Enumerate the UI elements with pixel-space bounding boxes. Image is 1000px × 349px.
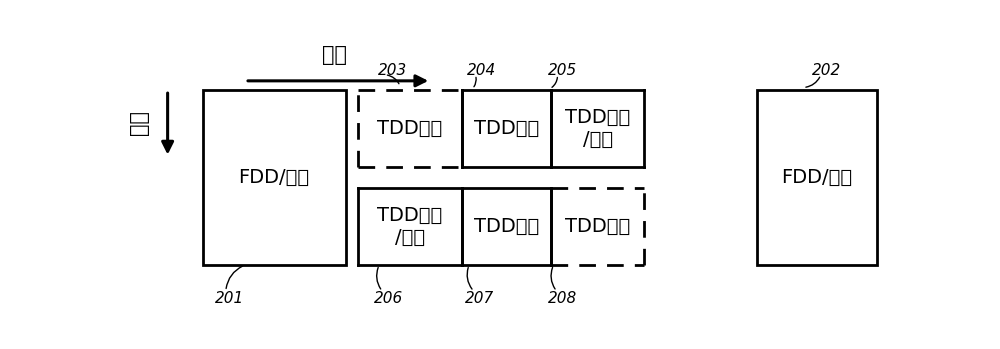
Text: TDD下行: TDD下行 (377, 119, 442, 138)
Bar (358, 90, 462, 167)
Text: FDD/上行: FDD/上行 (239, 168, 310, 187)
Text: 203: 203 (378, 62, 407, 77)
Text: TDD下行: TDD下行 (474, 119, 539, 138)
Text: TDD下行
/间歇: TDD下行 /间歇 (565, 108, 630, 149)
Text: 202: 202 (812, 62, 841, 77)
Text: TDD上行: TDD上行 (565, 217, 630, 236)
Text: 频率: 频率 (322, 45, 347, 65)
Text: TDD上行: TDD上行 (474, 217, 539, 236)
Text: 201: 201 (215, 291, 244, 306)
Text: FDD/下行: FDD/下行 (781, 168, 852, 187)
Text: 207: 207 (465, 291, 495, 306)
Bar (551, 90, 644, 167)
Bar (462, 188, 551, 265)
Bar (202, 90, 346, 265)
Text: 208: 208 (548, 291, 578, 306)
Text: 204: 204 (467, 62, 496, 77)
Bar (358, 188, 462, 265)
Bar (551, 188, 644, 265)
Text: 206: 206 (374, 291, 403, 306)
Text: 时间: 时间 (129, 110, 149, 135)
Bar (462, 90, 551, 167)
Text: 205: 205 (548, 62, 578, 77)
Bar (757, 90, 877, 265)
Text: TDD上行
/间歇: TDD上行 /间歇 (377, 206, 442, 247)
